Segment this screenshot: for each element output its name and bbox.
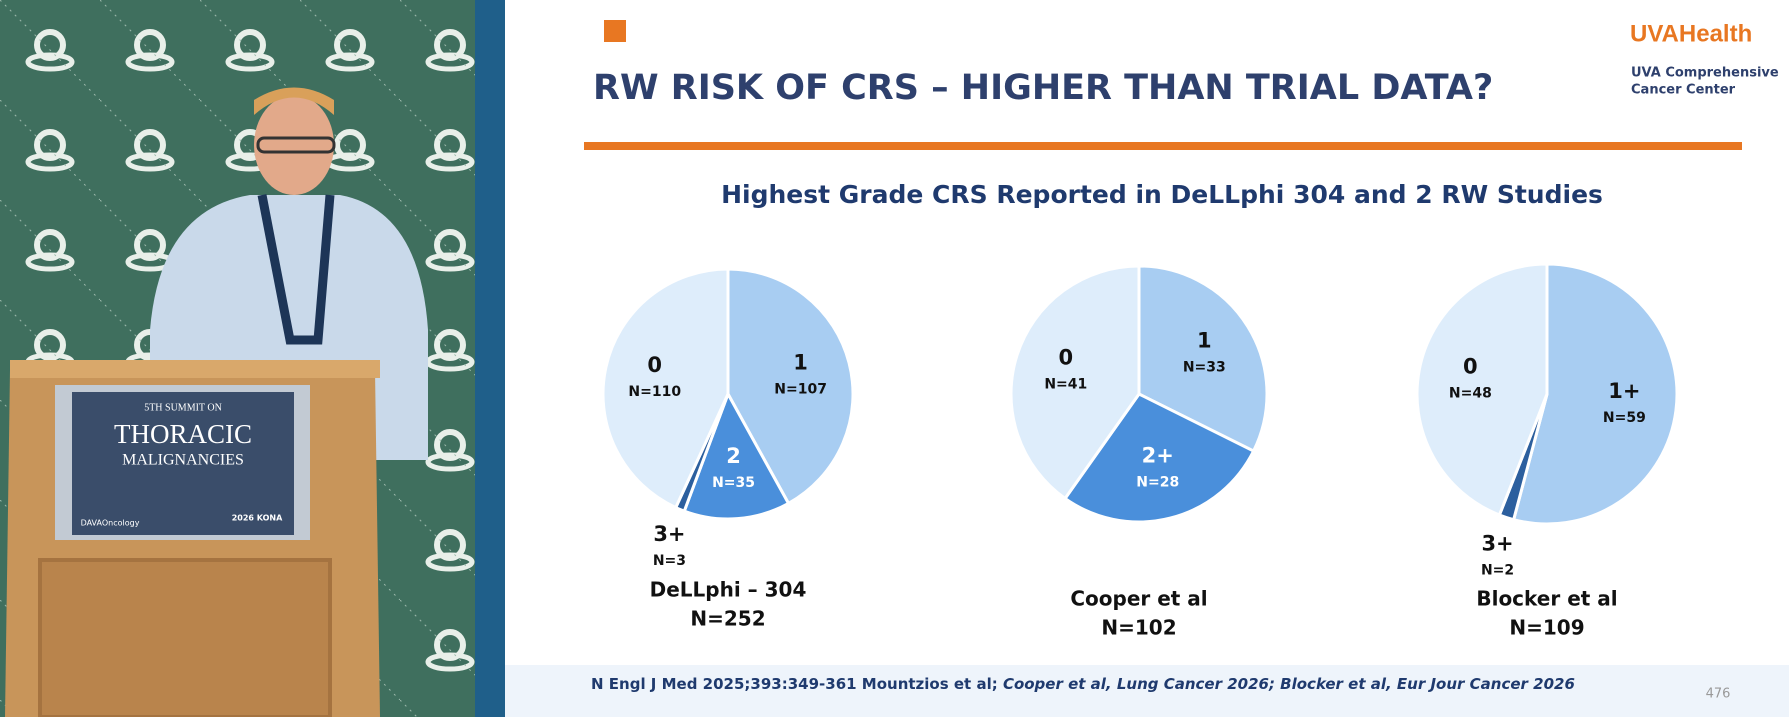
data-label: N=110 bbox=[628, 384, 681, 400]
data-label: N=2 bbox=[1481, 563, 1514, 579]
data-label: N=41 bbox=[1044, 377, 1087, 393]
footnote: N Engl J Med 2025;393:349-361 Mountzios … bbox=[591, 675, 1575, 693]
footer-band bbox=[505, 665, 1789, 717]
pie-slice bbox=[726, 267, 855, 506]
data-label: N=28 bbox=[1136, 474, 1179, 490]
podium-text: 5TH SUMMIT ON bbox=[144, 402, 222, 413]
slice-label: 0 bbox=[647, 353, 662, 377]
speaker-head bbox=[254, 95, 334, 195]
speaker-video: 5TH SUMMIT ON THORACIC MALIGNANCIES DAVA… bbox=[0, 0, 505, 717]
chart-subtitle: Highest Grade CRS Reported in DeLLphi 30… bbox=[721, 180, 1603, 209]
glasses bbox=[256, 136, 336, 154]
logo-subtitle: UVA Comprehensive bbox=[1631, 66, 1779, 81]
slice-label: 3+ bbox=[653, 522, 685, 546]
speaker-hair bbox=[254, 87, 334, 115]
podium-logo: DAVAOncology bbox=[81, 519, 140, 528]
pie-subtitle: N=102 bbox=[1101, 616, 1176, 640]
title-rule bbox=[584, 142, 1742, 150]
podium-panel bbox=[38, 558, 332, 717]
pie-title: Blocker et al bbox=[1476, 587, 1617, 611]
pie-subtitle: N=109 bbox=[1509, 616, 1584, 640]
lanyard bbox=[257, 194, 335, 345]
data-label: N=3 bbox=[653, 553, 686, 569]
data-label: N=35 bbox=[712, 475, 755, 491]
slice-label: 2+ bbox=[1142, 443, 1174, 467]
slice-label: 2 bbox=[726, 444, 741, 468]
podium-sign bbox=[72, 392, 294, 535]
pie-slice bbox=[682, 390, 791, 521]
logo-subtitle: Cancer Center bbox=[1631, 83, 1736, 98]
slice-label: 0 bbox=[1059, 346, 1074, 370]
podium-text: THORACIC bbox=[114, 419, 252, 449]
podium-top bbox=[10, 360, 380, 378]
podium-event: 2026 KONA bbox=[232, 514, 283, 523]
pie-slice bbox=[1137, 264, 1269, 454]
pie-slice bbox=[1062, 392, 1256, 524]
logo: UVAHealth bbox=[1630, 20, 1752, 47]
logo-icon bbox=[604, 20, 626, 42]
page-number: 476 bbox=[1706, 687, 1731, 702]
pie-slice bbox=[1009, 264, 1141, 501]
pie-slice bbox=[1511, 262, 1679, 526]
slide-title: RW RISK OF CRS – HIGHER THAN TRIAL DATA? bbox=[593, 68, 1493, 108]
pie-slice bbox=[1415, 262, 1549, 517]
side-strip bbox=[475, 0, 505, 717]
pie-subtitle: N=252 bbox=[690, 607, 765, 631]
slice-label: 1 bbox=[1197, 329, 1212, 353]
slice-label: 3+ bbox=[1481, 532, 1513, 556]
footnote-text: N Engl J Med 2025;393:349-361 Mountzios … bbox=[591, 675, 1003, 693]
slice-label: 1 bbox=[793, 350, 808, 374]
data-label: N=59 bbox=[1603, 410, 1646, 426]
pie-title: DeLLphi – 304 bbox=[650, 578, 807, 602]
podium-text: MALIGNANCIES bbox=[122, 452, 244, 469]
pie-title: Cooper et al bbox=[1070, 587, 1207, 611]
data-label: N=48 bbox=[1449, 385, 1492, 401]
pie-slice bbox=[601, 267, 730, 510]
slice-label: 0 bbox=[1463, 354, 1478, 378]
slice-label: 1+ bbox=[1608, 379, 1640, 403]
footnote-text: Cooper et al, Lung Cancer 2026; Blocker … bbox=[1003, 675, 1575, 693]
data-label: N=107 bbox=[774, 381, 827, 397]
data-label: N=33 bbox=[1183, 360, 1226, 376]
